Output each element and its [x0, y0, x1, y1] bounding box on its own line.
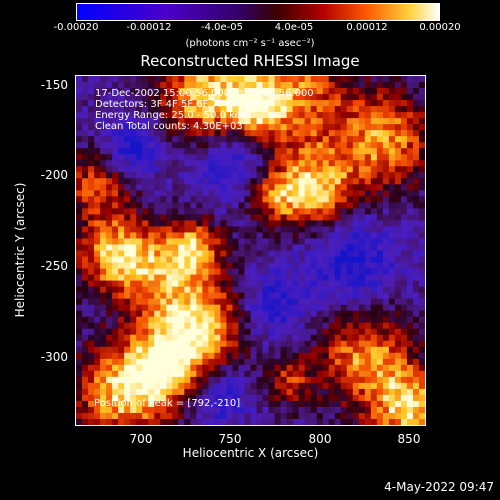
colorbar-unit: (photons cm⁻² s⁻¹ asec⁻²) — [185, 38, 315, 49]
image-title: Reconstructed RHESSI Image — [140, 52, 360, 70]
heatmap-image — [76, 76, 425, 425]
colorbar-gradient — [77, 4, 439, 20]
x-tick: 850 — [397, 432, 421, 446]
info-energy-range: Energy Range: 25.0 - 50.0 keV — [95, 110, 248, 121]
image-plot: 17-Dec-2002 15:00:56.000 to 15:06:56.000… — [75, 75, 426, 426]
info-time-range: 17-Dec-2002 15:00:56.000 to 15:06:56.000 — [95, 88, 314, 99]
colorbar-ticks: -0.00020 -0.00012 -4.0e-05 4.0e-05 0.000… — [0, 22, 500, 36]
x-axis-label: Heliocentric X (arcsec) — [182, 446, 319, 460]
timestamp: 4-May-2022 09:47 — [384, 480, 494, 494]
colorbar-tick: 0.00012 — [346, 22, 388, 33]
y-tick: -300 — [40, 350, 68, 364]
colorbar-tick: -4.0e-05 — [201, 22, 243, 33]
info-counts: Clean Total counts: 4.30E+03 — [95, 121, 243, 132]
colorbar-tick: 4.0e-05 — [274, 22, 314, 33]
y-tick: -250 — [40, 259, 68, 273]
colorbar — [76, 3, 440, 21]
x-tick: 800 — [308, 432, 332, 446]
y-tick: -150 — [40, 78, 68, 92]
peak-position: Position of Peak = [792,-210] — [94, 398, 241, 409]
info-detectors: Detectors: 3F 4F 5F 6F 7F 8F, Att 0 — [95, 99, 270, 110]
x-tick: 750 — [218, 432, 242, 446]
colorbar-tick: -0.00020 — [53, 22, 99, 33]
x-tick: 700 — [129, 432, 153, 446]
colorbar-tick: -0.00012 — [126, 22, 172, 33]
y-tick: -200 — [40, 168, 68, 182]
y-axis-label: Heliocentric Y (arcsec) — [13, 182, 27, 318]
colorbar-tick: 0.00020 — [419, 22, 461, 33]
